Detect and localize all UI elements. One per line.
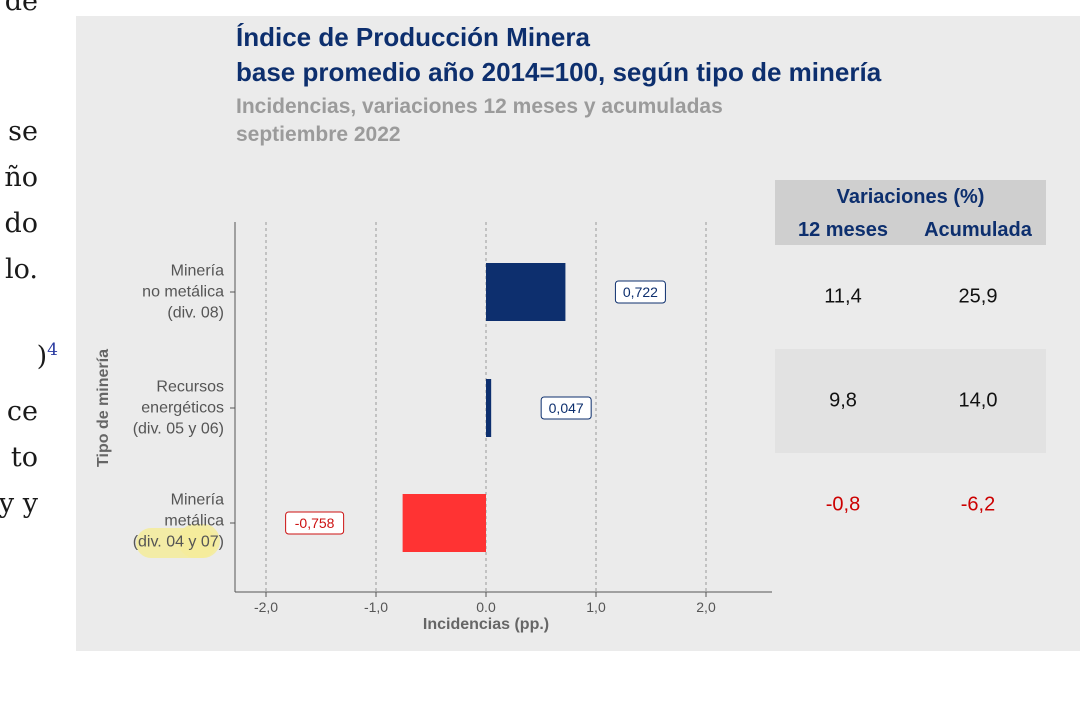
category-label: Recursos energéticos (div. 05 y 06) (133, 377, 224, 440)
x-tick-label: 1,0 (586, 599, 606, 615)
value-label-box (614, 280, 666, 304)
chart-subtitle: Incidencias, variaciones 12 meses y acum… (236, 95, 723, 118)
variations-table-header: Variaciones (%) 12 meses Acumulada (775, 180, 1046, 245)
bg-text-line: se (8, 116, 38, 147)
table-cell: 9,8 (829, 389, 857, 412)
bg-text-line: y y (0, 488, 38, 519)
bg-text-line: de (4, 0, 38, 17)
table-header-title: Variaciones (%) (836, 186, 985, 208)
table-cell: 11,4 (824, 285, 862, 308)
bg-text-line-with-footnote: )4 (37, 340, 58, 372)
bar (486, 263, 566, 321)
bg-text-line: ) (36, 341, 48, 372)
bg-text-line: ce (6, 396, 38, 427)
category-label-line: Minería (170, 491, 224, 509)
bg-text-line: lo. (5, 254, 38, 285)
x-tick-label: -1,0 (364, 599, 388, 615)
table-row: -0,8 -6,2 (775, 453, 1046, 557)
value-label-box (540, 396, 592, 420)
value-label: 0,047 (549, 400, 584, 416)
table-cell: 25,9 (958, 285, 998, 308)
bg-text-line: to (10, 442, 38, 473)
value-label: 0,722 (623, 284, 658, 300)
background-document-text: de se ño do lo. )4 ce to y y (0, 0, 80, 560)
category-label-line: Minería (170, 262, 224, 280)
x-tick-label: 0.0 (476, 599, 496, 615)
category-label-line: energéticos (141, 399, 224, 417)
category-label: Minería metálica (div. 04 y 07) (133, 490, 224, 553)
table-cell: -0,8 (825, 493, 861, 516)
category-label-line: no metálica (142, 283, 224, 301)
table-row: 11,4 25,9 (775, 245, 1046, 349)
table-column-header: 12 meses (797, 219, 889, 241)
x-axis-title: Incidencias (pp.) (422, 616, 550, 633)
value-label: -0,758 (295, 515, 335, 531)
value-label-box (285, 511, 345, 535)
bar (486, 379, 492, 437)
table-row: 9,8 14,0 (775, 349, 1046, 453)
category-label-line: (div. 08) (167, 304, 224, 322)
chart-title-line2: base promedio año 2014=100, según tipo d… (236, 57, 882, 87)
x-tick-label: -2,0 (254, 599, 278, 615)
chart-subtitle-line2: septiembre 2022 (236, 123, 401, 146)
highlighter-mark (178, 524, 220, 558)
category-label-line: Recursos (156, 378, 224, 396)
chart-title: Índice de Producción Minera (236, 22, 590, 52)
x-tick-label: 2,0 (696, 599, 716, 615)
footnote-mark[interactable]: 4 (47, 340, 58, 360)
bg-text-line: do (4, 208, 38, 239)
bg-text-line: ño (4, 162, 38, 193)
category-label: Minería no metálica (div. 08) (142, 261, 224, 324)
category-label-line: metálica (164, 512, 224, 530)
table-column-header: Acumulada (924, 219, 1032, 241)
category-label-line: (div. 04 y 07) (132, 533, 224, 551)
category-label-line: (div. 05 y 06) (132, 420, 224, 438)
table-cell: -6,2 (960, 493, 996, 516)
table-cell: 14,0 (958, 389, 998, 412)
bar (402, 494, 486, 552)
